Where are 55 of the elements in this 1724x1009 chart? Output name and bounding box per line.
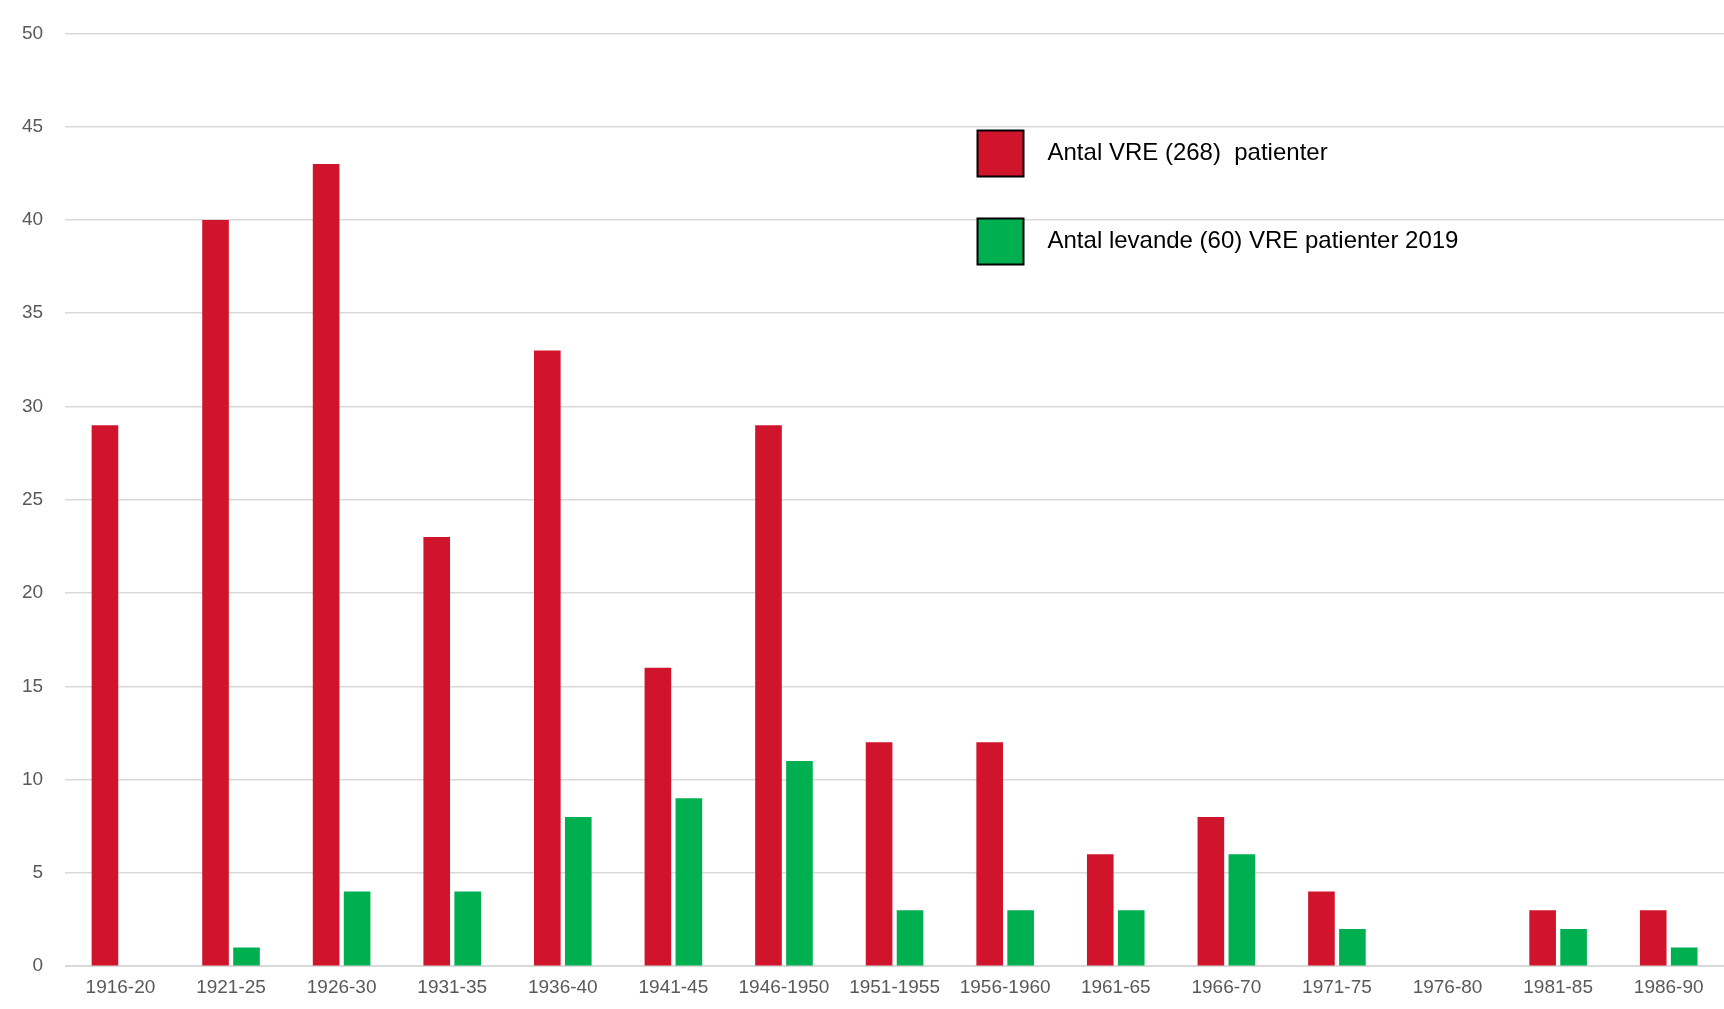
bar [1228, 854, 1256, 966]
bar [202, 219, 229, 966]
x-tick-label: 1976-80 [1412, 975, 1483, 997]
bar [976, 742, 1003, 966]
bar [534, 350, 561, 966]
legend-label: Antal levande (60) VRE patienter 2019 [1047, 226, 1459, 254]
x-tick-label: 1951-1955 [849, 975, 940, 997]
bar [865, 742, 893, 966]
legend-label: Antal VRE (268) patienter [1047, 138, 1328, 166]
bar [1086, 854, 1114, 966]
y-tick-label: 5 [32, 861, 44, 883]
x-tick-label: 1936-40 [527, 975, 598, 997]
bar [755, 425, 782, 966]
y-tick-label: 10 [21, 767, 44, 789]
x-tick-label: 1961-65 [1080, 975, 1151, 997]
x-tick-label: 1941-45 [638, 975, 709, 997]
bar [1560, 928, 1587, 966]
y-tick-label: 40 [21, 208, 44, 230]
x-tick-label: 1926-30 [306, 975, 377, 997]
x-tick-label: 1971-75 [1302, 975, 1372, 997]
bar [91, 425, 119, 966]
x-tick-label: 1931-35 [417, 975, 488, 997]
y-tick-label: 15 [21, 674, 44, 696]
bar [786, 760, 813, 966]
bar [343, 891, 371, 966]
bar [1670, 947, 1698, 966]
bar [1529, 910, 1556, 966]
bar [1197, 816, 1225, 966]
bar [233, 947, 260, 966]
bar [1117, 910, 1145, 966]
bar [312, 163, 340, 966]
x-tick-label: 1986-90 [1633, 975, 1704, 997]
x-tick-label: 1981-85 [1523, 975, 1593, 997]
x-tick-label: 1916-20 [85, 975, 156, 997]
y-tick-label: 45 [21, 114, 44, 136]
x-tick-label: 1956-1960 [959, 975, 1051, 997]
y-tick-label: 35 [21, 301, 44, 323]
bar [564, 816, 592, 966]
y-tick-label: 30 [21, 394, 44, 416]
y-tick-label: 20 [21, 581, 44, 603]
x-tick-label: 1966-70 [1191, 975, 1262, 997]
x-tick-label: 1921-25 [196, 975, 266, 997]
bar [1639, 910, 1667, 966]
bar [896, 910, 924, 966]
bar [1339, 928, 1366, 966]
bar [675, 798, 703, 966]
bar [644, 667, 672, 966]
bar [423, 537, 451, 966]
x-tick-label: 1946-1950 [738, 975, 830, 997]
y-tick-label: 0 [32, 954, 44, 976]
y-tick-label: 25 [21, 488, 44, 510]
bar [454, 891, 481, 966]
bar [1308, 891, 1335, 966]
y-tick-label: 50 [21, 21, 44, 43]
bar [1007, 910, 1034, 966]
